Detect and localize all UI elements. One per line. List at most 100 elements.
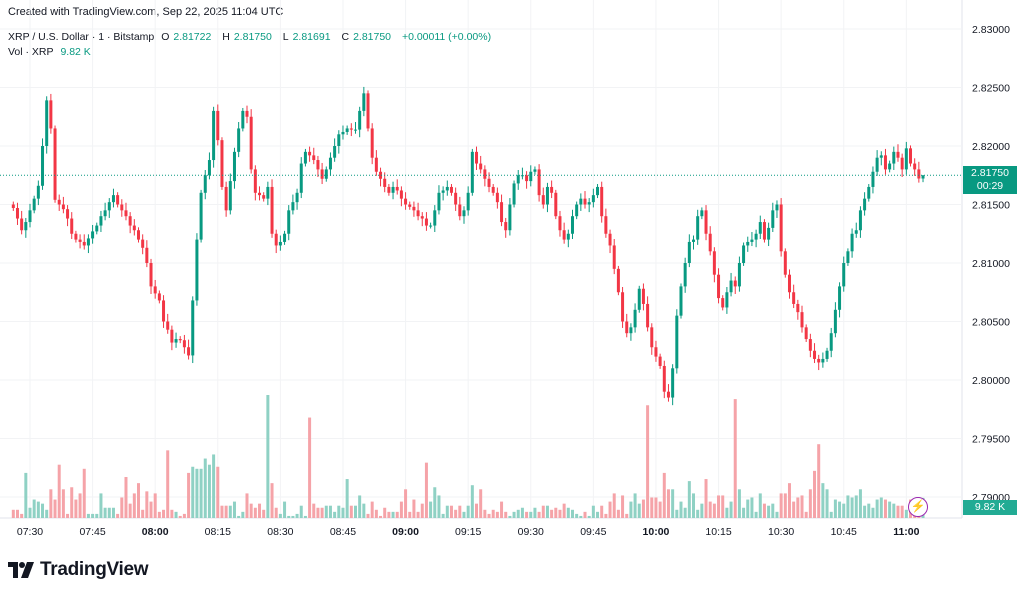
candle	[379, 167, 383, 187]
volume-bar	[658, 501, 662, 518]
candle	[892, 146, 896, 170]
candle	[541, 187, 545, 209]
volume-bar	[566, 507, 570, 518]
volume-bar	[842, 503, 846, 518]
candle-body	[500, 202, 504, 223]
candle	[374, 150, 378, 176]
lightning-bolt-icon[interactable]: ⚡	[908, 497, 928, 517]
price-tick-label: 2.80000	[972, 375, 1010, 387]
candle	[871, 166, 875, 194]
time-tick-label: 09:30	[518, 526, 544, 538]
volume-bar	[379, 515, 383, 518]
candle	[228, 173, 232, 215]
candle-body	[408, 204, 412, 207]
candle	[433, 205, 437, 232]
volume-bar	[621, 495, 625, 518]
volume-bar	[683, 507, 687, 518]
candle	[220, 137, 224, 190]
candle	[621, 286, 625, 328]
candle	[66, 205, 70, 227]
candle	[520, 167, 524, 180]
candle-body	[629, 327, 633, 334]
candle	[883, 148, 887, 175]
candle-body	[516, 175, 520, 184]
volume-bar	[433, 487, 437, 518]
candle	[441, 186, 445, 201]
volume-bar	[441, 513, 445, 518]
candle-body	[86, 238, 90, 246]
volume-bar	[813, 470, 817, 518]
candle-body	[466, 192, 470, 211]
candle-body	[754, 233, 758, 240]
candle	[36, 180, 40, 206]
volume-bar	[120, 497, 124, 518]
candle	[696, 209, 700, 245]
volume-bar	[278, 513, 282, 518]
volume-bar	[629, 501, 633, 518]
candle-body	[541, 195, 545, 205]
candle	[850, 228, 854, 258]
candle	[466, 186, 470, 216]
candle-body	[479, 163, 483, 170]
candle-body	[813, 350, 817, 359]
volume-bar	[545, 505, 549, 518]
time-tick-label: 09:15	[455, 526, 481, 538]
candle	[11, 201, 15, 211]
candle	[717, 268, 721, 304]
candle	[633, 303, 637, 333]
symbol-title[interactable]: XRP / U.S. Dollar · 1 · Bitstamp	[8, 31, 155, 43]
price-tick-label: 2.81500	[972, 200, 1010, 212]
volume-bar	[383, 507, 387, 518]
candle-body	[913, 163, 917, 170]
volume-bar	[224, 505, 228, 518]
volume-bar	[249, 503, 253, 518]
candle	[867, 184, 871, 202]
price-tick-label: 2.82000	[972, 141, 1010, 153]
created-with-caption: Created with TradingView.com, Sep 22, 20…	[8, 6, 284, 18]
candle-body	[821, 358, 825, 363]
candle	[904, 141, 908, 175]
candle-body	[462, 210, 466, 217]
candle	[796, 299, 800, 320]
volume-bar	[696, 509, 700, 518]
candle-body	[675, 315, 679, 369]
volume-bar	[729, 501, 733, 518]
candle-body	[900, 157, 904, 170]
volume-bar	[449, 505, 453, 518]
candle-body	[725, 292, 729, 308]
candle-body	[95, 225, 99, 232]
volume-bar	[608, 501, 612, 518]
tradingview-logo[interactable]: TradingView	[8, 559, 149, 581]
volume-bar	[746, 499, 750, 518]
volume-bar	[783, 493, 787, 518]
candle-body	[66, 209, 70, 219]
candle	[45, 96, 49, 154]
candle-body	[412, 206, 416, 211]
volume-bar	[525, 511, 529, 518]
candle	[562, 222, 566, 244]
volume-bar	[570, 509, 574, 518]
low-label: L	[282, 31, 289, 43]
candle-body	[70, 218, 74, 234]
volume-bar	[283, 501, 287, 518]
volume-bar	[767, 505, 771, 518]
candle-body	[687, 241, 691, 263]
candle	[746, 236, 750, 252]
volume-bar	[157, 511, 161, 518]
candle	[312, 147, 316, 165]
candle	[570, 209, 574, 240]
candle-body	[600, 186, 604, 217]
volume-legend-label[interactable]: Vol · XRP	[8, 46, 54, 58]
candle-body	[103, 210, 107, 217]
volume-bar	[721, 495, 725, 518]
candle-body	[24, 222, 28, 231]
candle	[253, 165, 257, 201]
candle-body	[404, 198, 408, 205]
candle	[187, 339, 191, 360]
volume-bar	[370, 501, 374, 518]
candle	[424, 212, 428, 231]
candle	[625, 313, 629, 338]
volume-bar	[675, 509, 679, 518]
volume-bar	[762, 503, 766, 518]
